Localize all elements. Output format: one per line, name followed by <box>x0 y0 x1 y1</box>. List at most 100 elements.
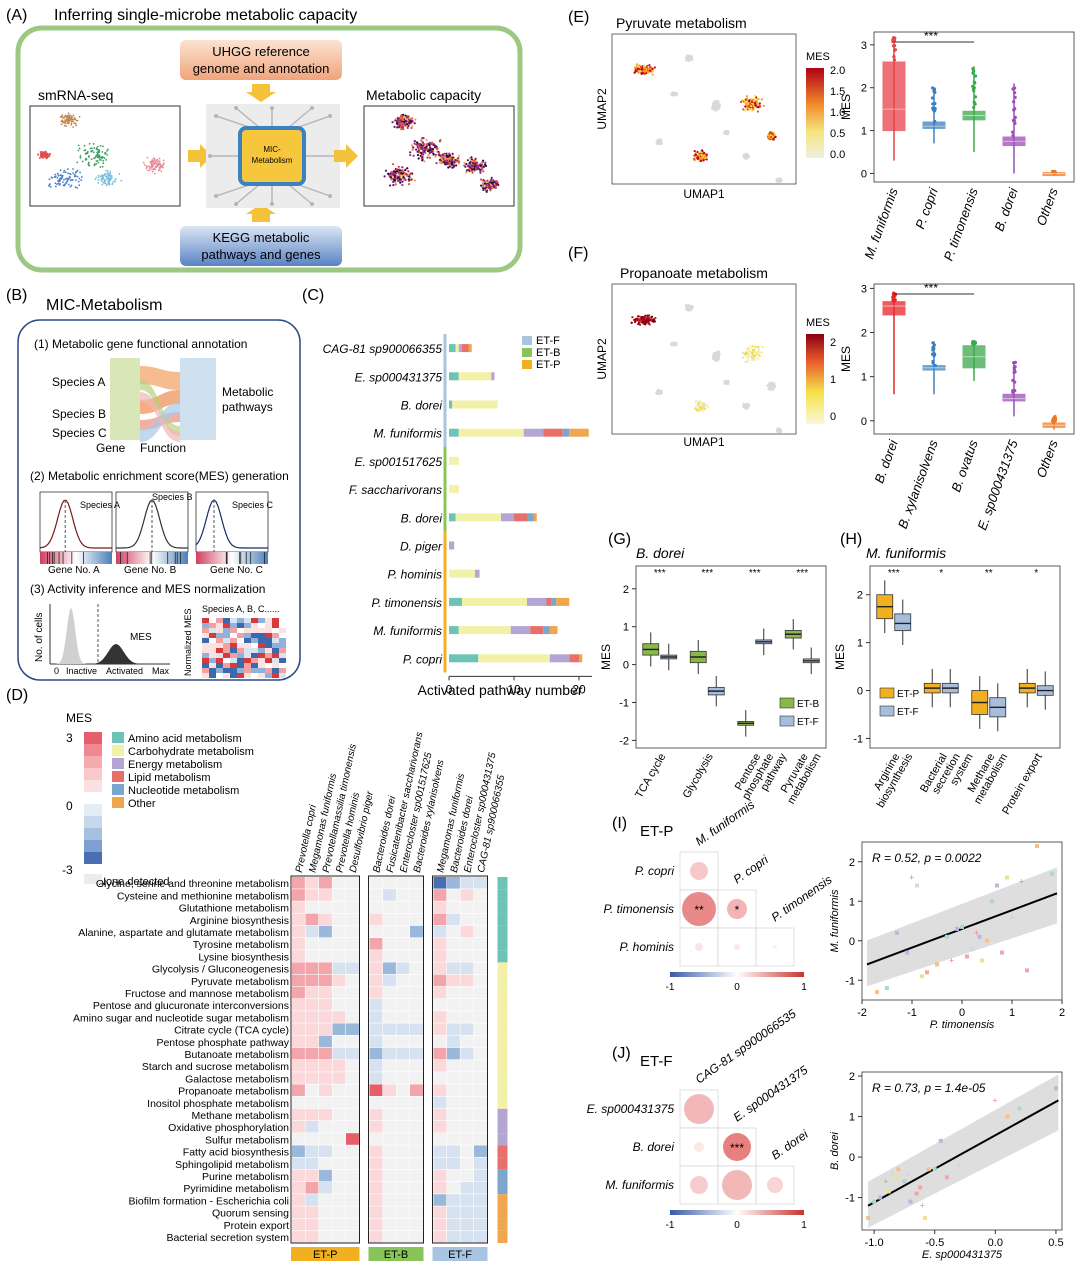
cell-point <box>480 184 483 187</box>
d-heat-cell <box>305 986 319 999</box>
d-heat-cell <box>460 1084 474 1096</box>
cell-point <box>446 157 450 160</box>
y-tick-label: 3 <box>861 283 867 295</box>
panel-h: (H) M. funiformis 210-1MES***Argininebio… <box>833 531 1061 817</box>
d-heat-cell <box>346 1133 359 1145</box>
cell-point <box>482 184 485 187</box>
bar-segment <box>533 513 537 522</box>
d-heat-cell <box>305 901 319 913</box>
cell-point <box>59 183 62 185</box>
norm-cell <box>209 673 216 678</box>
d-heat-cell <box>332 962 346 974</box>
norm-cell <box>202 633 209 638</box>
d-row-label: Sulfur metabolism <box>205 1134 289 1146</box>
e-umap <box>633 54 783 184</box>
d-heat-cell <box>383 1145 396 1157</box>
d-heat-cell <box>460 1060 474 1072</box>
outlier <box>1013 369 1017 374</box>
cell-point <box>399 178 403 181</box>
cell-point <box>426 156 429 159</box>
norm-cell <box>244 638 251 643</box>
umap-cell <box>646 314 649 317</box>
y-tick-label: 0 <box>623 660 629 672</box>
outlier <box>971 67 975 71</box>
bar-segment <box>478 654 550 663</box>
cell-point <box>42 155 45 157</box>
panel-d: (D) MES 3 0 -3 None detected Amino acid … <box>6 687 508 1261</box>
d-heat-cell <box>433 1096 447 1109</box>
umap-cell <box>745 102 748 105</box>
d-heat-cell <box>383 1169 396 1182</box>
d-heat-cell <box>396 1108 410 1121</box>
cell-point <box>490 181 493 184</box>
cell-point <box>88 164 91 167</box>
cell-point <box>89 147 92 150</box>
bar-category-label: E. sp000431375 <box>355 370 443 384</box>
d-heat-cell <box>332 1145 346 1157</box>
cell-point <box>102 159 105 162</box>
umap-cell <box>719 104 722 107</box>
norm-cell <box>272 653 279 658</box>
umap-cell <box>713 353 716 356</box>
cell-point <box>51 176 54 179</box>
e-umap1: UMAP1 <box>683 187 725 201</box>
gene-node <box>110 358 140 440</box>
cell-point <box>80 176 83 178</box>
d-heat-cell <box>319 1060 332 1072</box>
norm-cell <box>230 633 237 638</box>
umap-cell <box>634 318 637 321</box>
d-heat-cell <box>346 913 359 926</box>
umap-cell <box>641 316 644 319</box>
umap-cell <box>698 400 701 404</box>
norm-cell <box>216 668 223 673</box>
d-heat-cell <box>474 1133 487 1145</box>
cell-point <box>152 168 155 171</box>
cell-point <box>110 177 113 180</box>
bar-segment <box>501 513 514 522</box>
d-heat-cell <box>410 901 423 913</box>
cell-point <box>422 150 425 154</box>
circuit-node <box>214 114 218 118</box>
cell-point <box>93 164 96 167</box>
d-heat-cell <box>292 986 305 999</box>
inactive-peak <box>56 608 86 664</box>
d-heat-cell <box>369 913 383 926</box>
norm-cell <box>265 663 272 668</box>
d-heat-cell <box>447 1133 460 1145</box>
d-heat-cell <box>305 1108 319 1121</box>
outlier <box>892 55 896 59</box>
c-legend-label: ET-P <box>536 359 560 371</box>
gene-label: Gene <box>96 441 126 455</box>
umap-cell <box>754 104 757 107</box>
d-heat-cell <box>319 1108 332 1121</box>
outlier <box>971 69 976 73</box>
cell-point <box>481 168 484 171</box>
d-row-category <box>497 1194 508 1207</box>
d-heat-cell <box>447 1060 460 1072</box>
d-row-category <box>497 1169 508 1182</box>
box <box>1002 393 1026 402</box>
outlier <box>931 348 935 352</box>
species-b: Species B <box>52 407 106 421</box>
d-heat-cell <box>396 1023 410 1035</box>
d-heat-cell <box>383 1121 396 1133</box>
d-heat-cell <box>319 877 332 889</box>
cell-point <box>396 119 399 122</box>
cell-point <box>412 146 415 149</box>
cell-point <box>163 162 165 164</box>
f-cbar-tick: 1 <box>830 374 836 386</box>
umap-cell <box>746 405 749 408</box>
d-group-box <box>432 875 488 1244</box>
cell-point <box>416 153 420 157</box>
cell-point <box>416 150 419 153</box>
bar-segment <box>449 485 459 494</box>
cell-point <box>41 152 44 155</box>
cell-point <box>63 124 66 127</box>
norm-cell <box>237 648 244 653</box>
d-colorbar-cell <box>84 840 102 852</box>
cell-point <box>407 178 410 181</box>
cell-point <box>76 175 79 178</box>
cell-point <box>406 116 409 119</box>
cell-point <box>457 156 460 160</box>
